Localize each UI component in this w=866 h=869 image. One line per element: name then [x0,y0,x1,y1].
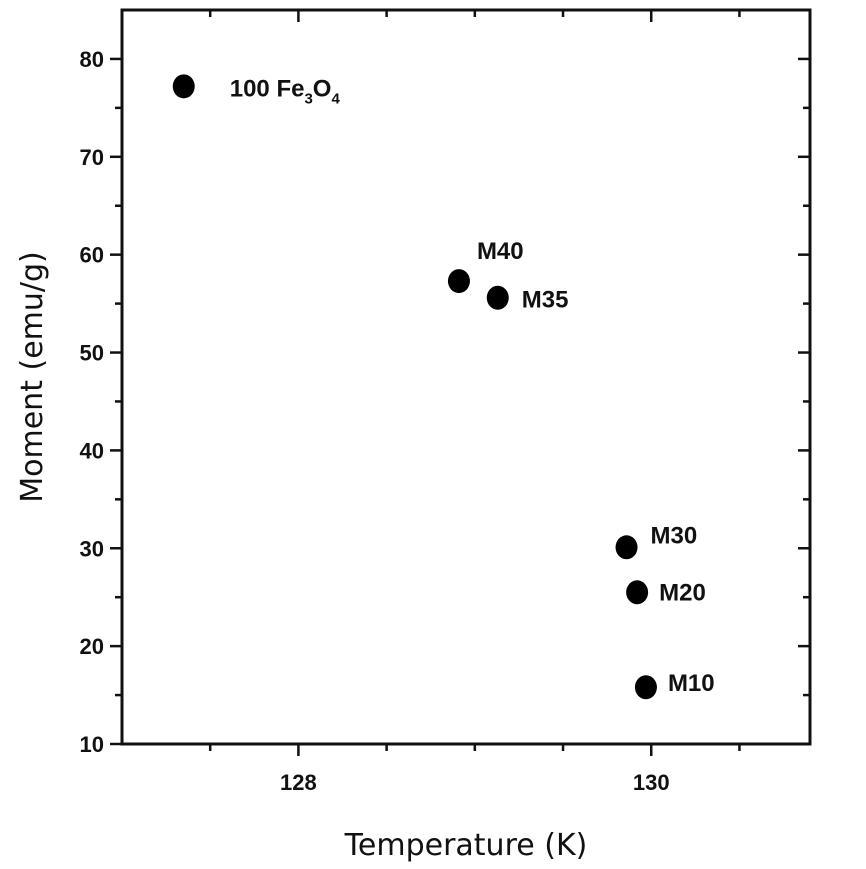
point-label: M35 [522,287,569,314]
data-point [447,269,470,294]
data-point [172,74,195,99]
y-tick-label: 10 [80,732,104,757]
axis-ticks: 10 20 30 40 50 60 70 80 128 130 [80,10,810,795]
data-points: 100 Fe3O4 M40 M35 M30 M20 M10 [172,74,715,700]
x-tick-label: 130 [633,770,670,795]
point-label: M30 [651,522,698,549]
x-axis-title: Temperature (K) [344,828,588,863]
data-point [626,580,649,605]
y-tick-label: 50 [80,341,104,366]
x-tick-label: 128 [280,770,317,795]
y-tick-label: 20 [80,634,104,659]
y-axis-title: Moment (emu/g) [15,251,50,502]
data-point [486,285,509,310]
plot-frame [120,8,812,746]
point-label: 100 Fe3O4 [230,75,341,107]
y-tick-label: 30 [80,536,104,561]
point-label: M40 [477,238,524,265]
point-label: M20 [659,579,706,606]
y-tick-label: 40 [80,438,104,463]
y-tick-label: 70 [80,145,104,170]
data-point [634,675,657,700]
y-tick-label: 80 [80,47,104,72]
point-label: M10 [668,670,715,697]
y-tick-label: 60 [80,243,104,268]
data-point [615,535,638,560]
